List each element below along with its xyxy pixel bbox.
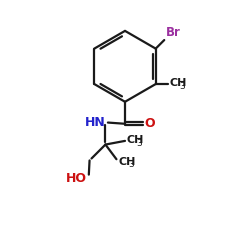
Text: 3: 3 — [129, 160, 134, 169]
Text: CH: CH — [119, 157, 136, 167]
Text: HO: HO — [66, 172, 87, 185]
Text: CH: CH — [169, 78, 186, 88]
Text: 3: 3 — [179, 82, 185, 91]
Text: 3: 3 — [136, 139, 142, 148]
Text: Br: Br — [166, 26, 180, 39]
Text: HN: HN — [85, 116, 105, 129]
Text: O: O — [144, 117, 155, 130]
Text: CH: CH — [126, 135, 144, 145]
